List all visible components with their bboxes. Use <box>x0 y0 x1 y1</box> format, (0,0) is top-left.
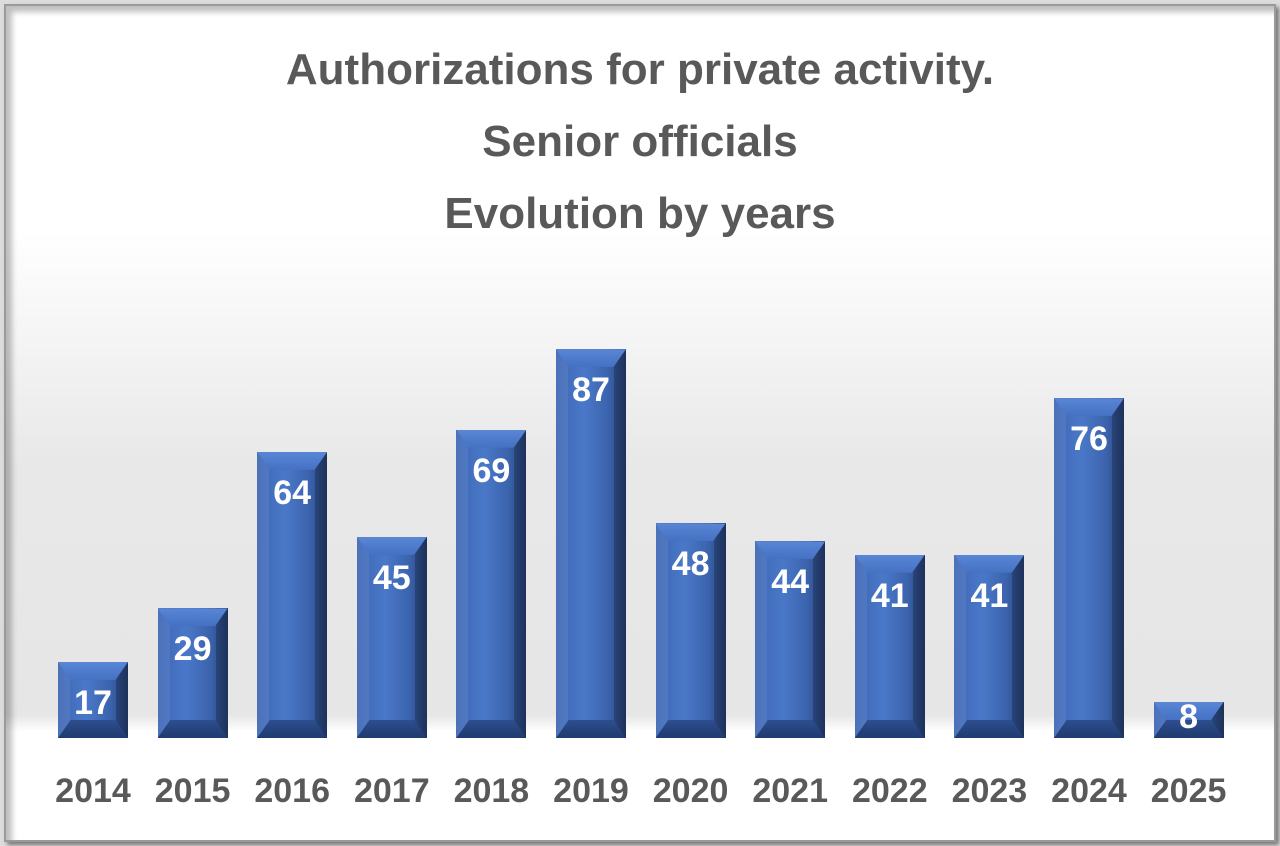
x-tick-label: 2018 <box>453 772 530 810</box>
data-label: 41 <box>970 576 1009 615</box>
x-tick-label: 2023 <box>951 772 1028 810</box>
data-label: 29 <box>173 630 212 669</box>
data-label: 44 <box>771 563 810 602</box>
data-label: 64 <box>273 473 312 512</box>
data-label: 45 <box>372 558 411 597</box>
chart-title: Authorizations for private activity. Sen… <box>0 34 1280 250</box>
bar-2024: 76 <box>1054 398 1124 738</box>
bar-2020: 48 <box>655 523 726 738</box>
x-tick-label: 2022 <box>851 772 928 810</box>
bar-2021: 44 <box>755 541 826 738</box>
data-label: 76 <box>1070 420 1108 459</box>
data-label: 87 <box>572 371 610 410</box>
x-tick-label: 2025 <box>1150 772 1227 810</box>
title-line-2: Senior officials <box>482 117 798 166</box>
bar-2016: 64 <box>257 451 328 738</box>
x-tick-label: 2021 <box>752 772 828 810</box>
x-tick-label: 2019 <box>553 772 629 810</box>
bar-2017: 45 <box>356 536 427 738</box>
bar-2014: 17 <box>58 662 128 738</box>
x-tick-label: 2017 <box>353 772 430 810</box>
x-tick-label: 2020 <box>652 772 729 810</box>
bar-2022: 41 <box>854 554 925 738</box>
x-tick-label: 2016 <box>254 772 330 810</box>
bar-2015: 29 <box>157 608 228 738</box>
bar-2023: 41 <box>954 554 1025 738</box>
data-label: 41 <box>870 576 909 615</box>
bar-2025: 8 <box>1153 698 1224 738</box>
x-tick-label: 2015 <box>154 772 231 810</box>
x-tick-label: 2024 <box>1051 772 1127 810</box>
data-label: 8 <box>1179 698 1199 736</box>
title-line-1: Authorizations for private activity. <box>285 45 995 94</box>
bar-2019: 87 <box>556 349 626 738</box>
title-line-3: Evolution by years <box>444 189 836 238</box>
data-label: 69 <box>472 451 511 490</box>
bar-2018: 69 <box>456 429 527 738</box>
data-label: 48 <box>671 545 710 584</box>
x-tick-label: 2014 <box>55 772 131 810</box>
data-label: 17 <box>74 684 112 722</box>
